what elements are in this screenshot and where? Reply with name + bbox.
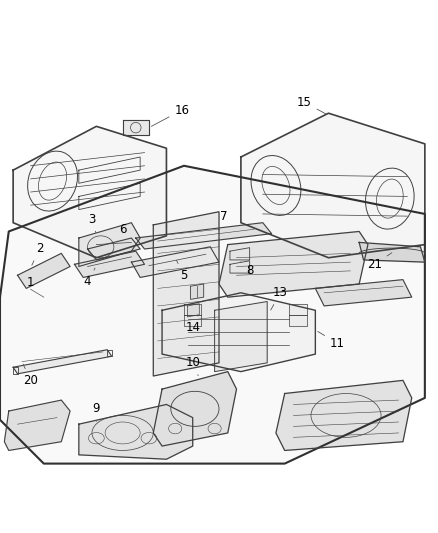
Polygon shape bbox=[4, 400, 70, 450]
Polygon shape bbox=[219, 231, 368, 297]
Text: 5: 5 bbox=[177, 260, 187, 282]
Text: 10: 10 bbox=[185, 357, 200, 376]
Text: 21: 21 bbox=[367, 253, 392, 271]
Polygon shape bbox=[0, 166, 425, 464]
Polygon shape bbox=[136, 223, 272, 249]
Polygon shape bbox=[315, 280, 412, 306]
Polygon shape bbox=[123, 120, 149, 135]
Text: 9: 9 bbox=[92, 402, 100, 422]
Text: 15: 15 bbox=[297, 96, 326, 114]
Polygon shape bbox=[215, 302, 267, 372]
Polygon shape bbox=[289, 314, 307, 326]
Text: 20: 20 bbox=[23, 364, 38, 387]
Text: 4: 4 bbox=[84, 268, 95, 288]
Polygon shape bbox=[230, 261, 250, 273]
Text: 11: 11 bbox=[318, 332, 345, 350]
Text: 16: 16 bbox=[152, 103, 189, 126]
Text: 13: 13 bbox=[271, 286, 288, 310]
Text: 8: 8 bbox=[240, 262, 253, 277]
Text: 2: 2 bbox=[32, 243, 43, 265]
Polygon shape bbox=[184, 314, 201, 326]
Polygon shape bbox=[184, 304, 201, 314]
Text: 6: 6 bbox=[117, 223, 127, 242]
Polygon shape bbox=[153, 372, 237, 446]
Text: 14: 14 bbox=[185, 315, 200, 334]
Polygon shape bbox=[153, 212, 219, 376]
Polygon shape bbox=[131, 247, 219, 278]
Polygon shape bbox=[79, 405, 193, 459]
Polygon shape bbox=[162, 293, 315, 372]
Polygon shape bbox=[241, 113, 425, 258]
Polygon shape bbox=[191, 284, 204, 300]
Polygon shape bbox=[359, 243, 425, 262]
Polygon shape bbox=[230, 248, 250, 260]
Text: 1: 1 bbox=[26, 276, 34, 289]
Polygon shape bbox=[79, 223, 140, 266]
Polygon shape bbox=[289, 304, 307, 314]
Polygon shape bbox=[187, 304, 199, 317]
Polygon shape bbox=[88, 238, 140, 260]
Text: 7: 7 bbox=[219, 209, 227, 230]
Polygon shape bbox=[13, 350, 112, 374]
Text: 3: 3 bbox=[88, 213, 95, 232]
Polygon shape bbox=[276, 381, 412, 450]
Polygon shape bbox=[18, 253, 70, 288]
Polygon shape bbox=[74, 251, 145, 278]
Polygon shape bbox=[13, 126, 166, 258]
